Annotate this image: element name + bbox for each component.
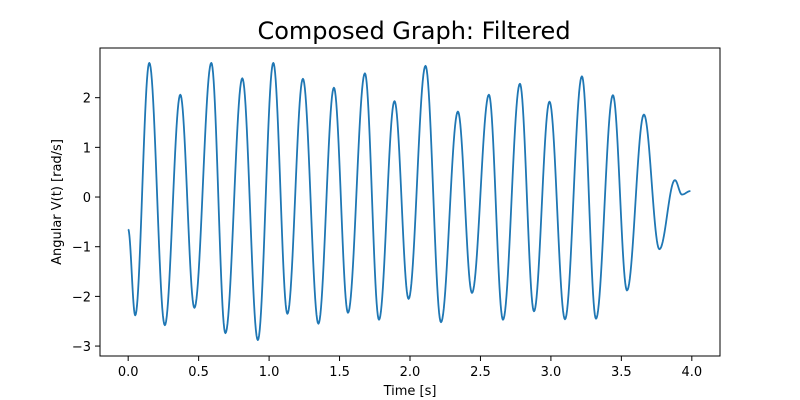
x-tick-label: 3.5	[611, 365, 632, 380]
chart-title: Composed Graph: Filtered	[257, 17, 570, 45]
series-layer	[127, 62, 691, 341]
y-tick-label: −3	[72, 340, 91, 355]
x-tick-label: 4.0	[681, 365, 702, 380]
y-tick-label: −2	[72, 290, 91, 305]
x-tick-label: 2.5	[470, 365, 491, 380]
axes-frame	[99, 47, 721, 357]
y-tick-label: 2	[83, 92, 91, 107]
x-tick-label: 0.5	[188, 365, 209, 380]
y-axis-label: Angular V(t) [rad/s]	[50, 139, 65, 265]
y-tick-label: 0	[83, 191, 91, 206]
x-axis-label: Time [s]	[383, 384, 437, 399]
y-axis: −3 −2 −1 0 1 2	[72, 92, 100, 355]
x-tick-label: 1.0	[259, 365, 280, 380]
y-tick-label: 1	[83, 141, 91, 156]
x-tick-label: 0.0	[118, 365, 139, 380]
x-tick-label: 2.0	[400, 365, 421, 380]
y-tick-label: −1	[72, 241, 91, 256]
x-axis: 0.0 0.5 1.0 1.5 2.0 2.5 3.0 3.5 4.0	[118, 356, 702, 380]
series-line	[127, 62, 691, 341]
x-tick-label: 1.5	[329, 365, 350, 380]
x-tick-label: 3.0	[541, 365, 562, 380]
